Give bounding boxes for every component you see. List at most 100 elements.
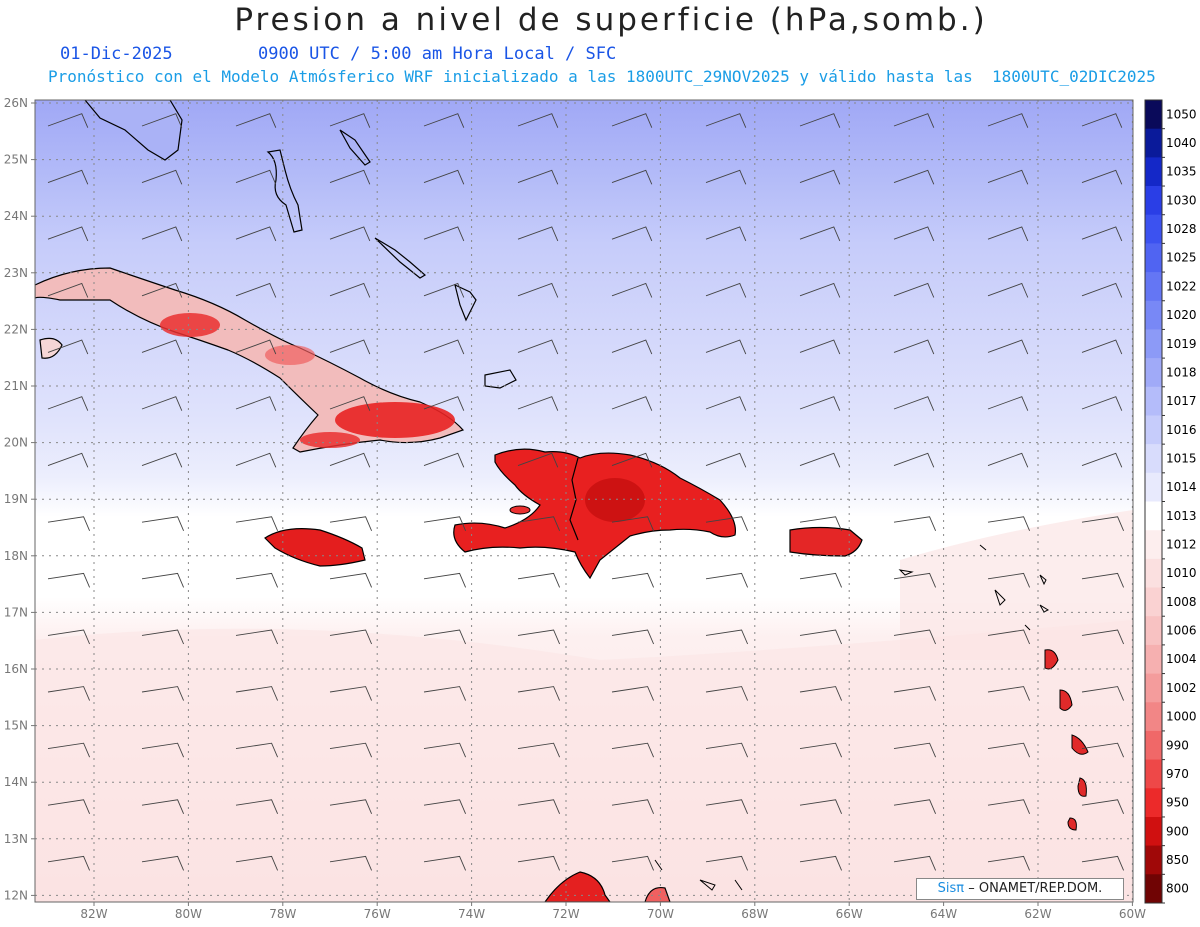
wind-barb [235,452,277,468]
wind-barb [611,799,655,814]
bahamas-island [266,149,303,233]
wind-barb [517,339,559,355]
wind-barb [987,629,1031,645]
wind-barb [705,686,749,701]
small-islands [654,859,743,891]
wind-barb [517,742,561,758]
wind-barb [47,572,91,588]
wind-barb [1081,282,1123,298]
wind-barb [799,169,841,185]
wind-barb [987,742,1031,758]
wind-barb [987,226,1029,242]
colorbar-label: 850 [1166,853,1189,867]
colorbar-swatch [1145,100,1162,130]
florida-coast [84,100,183,161]
wind-barb [893,452,935,468]
lon-label: 66W [836,907,863,921]
lat-lon-grid [35,100,1133,902]
turks-caicos [484,369,517,389]
wind-barb [799,113,841,128]
guadeloupe-island [1044,649,1059,670]
wind-barb [1081,686,1125,701]
wind-barb [141,339,183,355]
colorbar-label: 800 [1166,882,1189,896]
wind-barb [799,452,841,468]
colorbar-label: 1004 [1166,652,1197,666]
wind-barb [47,629,91,645]
wind-barb [988,913,1030,927]
lat-label: 12N [4,888,28,902]
wind-barb [423,282,465,298]
lon-label: 72W [552,907,579,921]
lon-label: 82W [80,907,107,921]
time-info: 0900 UTC / 5:00 am Hora Local / SFC [258,44,617,64]
wind-barb [517,113,559,128]
colorbar-label: 1017 [1166,394,1197,408]
wind-barb [611,169,653,185]
wind-barb [799,226,841,242]
martinique-island [1071,734,1089,755]
small-islands [898,544,1050,631]
wind-barb [235,226,277,242]
wind-barb [799,855,843,871]
colorbar-swatch [1145,415,1162,445]
wind-barb [705,452,747,468]
wind-barb [799,572,843,588]
wind-barb [47,396,89,411]
wind-barb [1082,913,1124,927]
wind-barb [517,686,561,701]
wind-barb [47,282,89,298]
lon-label: 68W [741,907,768,921]
credit-brand: Sisπ [937,881,965,896]
wind-barb [517,226,559,242]
wind-barb [705,516,749,531]
wind-barb [235,855,279,871]
lon-label: 60W [1119,907,1146,921]
colorbar-label: 1010 [1166,566,1197,580]
wind-barb [423,226,465,242]
credit-text: – ONAMET/REP.DOM. [968,881,1103,896]
lon-label: 80W [175,907,202,921]
wind-barb [141,855,185,871]
wind-barb [423,686,467,701]
wind-barb [329,629,373,645]
wind-barb [329,686,373,701]
lon-label: 62W [1024,907,1051,921]
bahamas-island [454,283,477,322]
wind-barb [235,742,279,758]
wind-barb [141,396,183,411]
wind-barb [611,226,653,242]
colorbar-swatch [1145,128,1162,158]
wind-barb [329,339,371,355]
wind-barb [423,799,467,814]
colorbar-label: 990 [1166,738,1189,752]
wind-barb [235,572,279,588]
lat-label: 20N [4,436,28,450]
wind-barb [1081,396,1123,411]
wind-barb [799,516,843,531]
wind-barb [1081,452,1123,468]
colorbar-label: 970 [1166,767,1189,781]
wind-barb [235,169,277,185]
colorbar-swatch [1145,386,1162,416]
wind-barbs [47,113,1125,927]
wind-barb [329,855,373,871]
wind-barb [47,452,89,468]
wind-barb [141,226,183,242]
wind-barb [987,799,1031,814]
colorbar-label: 1050 [1166,107,1197,121]
wind-barb [705,169,747,185]
colorbar-label: 1013 [1166,509,1197,523]
wind-barb [705,742,749,758]
colorbar-swatch [1145,730,1162,761]
wind-barb [987,572,1031,588]
wind-barb [705,629,749,645]
wind-barb [423,742,467,758]
wind-barb [1081,799,1125,814]
wind-barb [893,282,935,298]
wind-barb [423,452,465,468]
lat-label: 24N [4,209,28,223]
wind-barb [1081,339,1123,355]
wind-barb [893,686,937,701]
colorbar-swatch [1145,358,1162,388]
